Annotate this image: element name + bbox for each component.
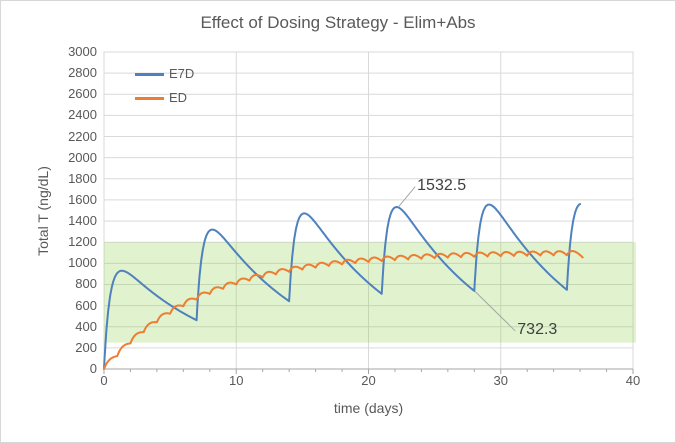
- y-tick-label: 2000: [68, 149, 97, 165]
- y-tick-label: 3000: [68, 44, 97, 59]
- y-tick-label: 200: [75, 339, 97, 355]
- legend-swatch-ed: [135, 97, 164, 100]
- y-tick-label: 800: [75, 276, 97, 292]
- x-tick-label: 10: [229, 373, 244, 388]
- legend-label-ed: ED: [169, 90, 188, 105]
- y-tick-label: 1600: [68, 191, 97, 207]
- y-tick-label: 2600: [68, 86, 97, 102]
- annotation-leader-line: [398, 186, 416, 207]
- y-tick-label: 0: [89, 361, 97, 376]
- annotation-leader-line: [474, 290, 516, 332]
- legend-label-e7d: E7D: [169, 66, 195, 81]
- y-tick-label: 1200: [68, 234, 97, 250]
- x-tick-label: 40: [625, 373, 641, 388]
- y-tick-label: 1000: [68, 255, 97, 271]
- annotation-label: 1532.5: [417, 176, 467, 194]
- y-tick-label: 2400: [68, 107, 97, 123]
- annotation-label: 732.3: [517, 320, 558, 338]
- x-tick-label: 20: [361, 373, 376, 388]
- y-tick-label: 2800: [68, 65, 97, 81]
- y-tick-label: 400: [75, 318, 97, 334]
- legend-swatch-e7d: [135, 73, 164, 76]
- x-tick-label: 30: [493, 373, 508, 388]
- series-line-ed: [103, 250, 584, 370]
- y-tick-label: 2200: [68, 128, 97, 144]
- y-axis-title: Total T (ng/dL): [35, 166, 51, 256]
- y-tick-label: 1400: [68, 213, 97, 229]
- y-tick-label: 600: [75, 297, 97, 313]
- y-tick-label: 1800: [68, 170, 97, 186]
- series-line-e7d: [103, 203, 582, 370]
- chart-title: Effect of Dosing Strategy - Elim+Abs: [200, 13, 476, 32]
- x-axis-title: time (days): [333, 400, 404, 416]
- x-tick-label: 0: [100, 373, 108, 388]
